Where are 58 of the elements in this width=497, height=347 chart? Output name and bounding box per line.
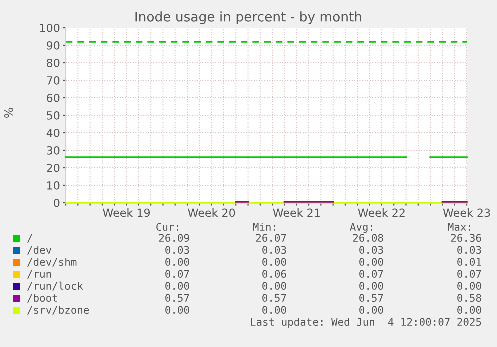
text: 0.00 [166, 306, 190, 314]
text: 0.03 [458, 246, 482, 254]
text: 0.06 [262, 270, 286, 278]
y-tick-label: 20 [47, 164, 60, 172]
text: 0.58 [458, 294, 482, 302]
x-tick-label: Week 19 [103, 208, 150, 218]
y-tick-label: 100 [40, 24, 60, 32]
x-tick-label: Week 21 [273, 208, 320, 218]
y-tick-label: 60 [47, 94, 60, 102]
text: Min: [253, 222, 276, 231]
text: Max: [448, 223, 470, 232]
legend-label: /run/lock [28, 282, 84, 291]
y-tick-label: 30 [47, 146, 60, 155]
text: 0.07 [360, 270, 384, 278]
text: 0.00 [360, 282, 384, 290]
text: 0.03 [360, 246, 384, 254]
text: 0.00 [262, 258, 286, 266]
text: Avg: [350, 223, 372, 234]
y-tick-label: 50 [47, 111, 60, 120]
text: 0.07 [458, 270, 482, 278]
text: 26.08 [353, 234, 384, 242]
text: 0.00 [262, 306, 286, 314]
x-tick-label: Week 23 [443, 208, 490, 218]
y-tick-label: 80 [47, 58, 60, 68]
text: 0.00 [262, 282, 286, 290]
text: 0.00 [458, 306, 482, 314]
text: 26.09 [159, 234, 190, 242]
chart-title: Inode usage in percent - by month [136, 12, 362, 24]
y-tick-label: 90 [47, 41, 60, 50]
y-tick-label: 70 [47, 76, 60, 85]
text: 0.07 [166, 270, 190, 278]
text: 0.03 [262, 246, 286, 254]
legend-label: /dev/shm [28, 258, 77, 267]
text: 0.00 [360, 258, 384, 266]
text: Last update: Wed Jun 4 12:00:07 2025 [251, 318, 482, 328]
text: 0.57 [262, 294, 286, 302]
x-tick-label: Week 22 [358, 208, 405, 218]
text: 0.00 [166, 282, 190, 290]
text: 0.57 [166, 294, 190, 302]
text: 0.57 [360, 294, 384, 302]
text: 0.03 [166, 246, 190, 254]
text: 0.00 [458, 282, 482, 290]
text: Cur: [156, 223, 178, 232]
text: 0.00 [360, 306, 384, 314]
legend-label: /run [28, 270, 52, 279]
legend-label: /srv/bzone [28, 306, 90, 315]
text: 0.00 [166, 258, 190, 266]
y-tick-label: 10 [48, 181, 60, 190]
text: 0.01 [458, 258, 482, 266]
y-tick-label: 40 [46, 128, 60, 138]
text: 26.36 [451, 234, 482, 242]
legend-label: / [28, 234, 32, 243]
x-tick-label: Week 20 [188, 208, 236, 218]
legend-label: /boot [28, 294, 58, 303]
y-axis-title: % [4, 108, 14, 118]
legend-label: /dev [28, 246, 52, 255]
y-tick-label: 0 [54, 198, 60, 208]
text: 26.07 [256, 234, 286, 242]
